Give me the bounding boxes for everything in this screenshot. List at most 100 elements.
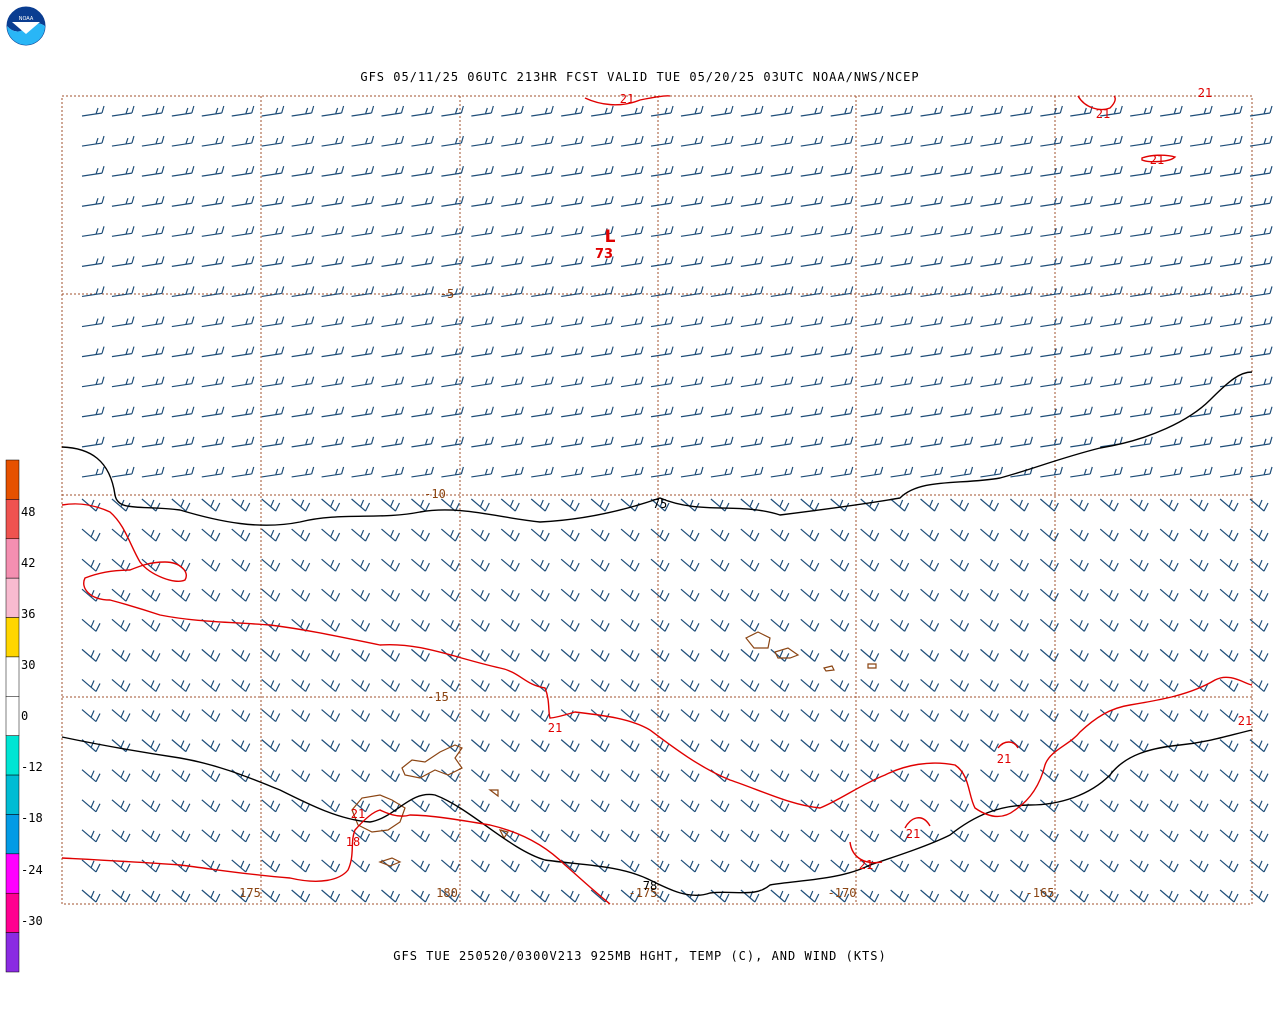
wind-barb xyxy=(591,286,614,298)
wind-barb xyxy=(740,376,764,388)
wind-barb xyxy=(381,466,405,478)
wind-barb xyxy=(650,165,674,177)
wind-barb xyxy=(920,406,944,418)
wind-barb xyxy=(650,679,670,692)
wind-barb xyxy=(261,466,285,478)
wind-barb xyxy=(650,648,670,662)
wind-barb xyxy=(1190,346,1213,358)
wind-barb xyxy=(920,889,940,903)
wind-barb xyxy=(800,105,824,117)
wind-barb xyxy=(171,679,191,692)
coastlines xyxy=(351,631,877,867)
wind-barb xyxy=(591,376,614,388)
wind-barb xyxy=(381,498,401,512)
wind-barb xyxy=(980,679,999,692)
wind-barb xyxy=(381,196,405,207)
wind-barb xyxy=(770,436,794,448)
wind-barb xyxy=(890,859,910,873)
wind-barb xyxy=(561,256,584,267)
wind-barb xyxy=(291,316,315,328)
wind-barb xyxy=(860,376,884,388)
wind-barb xyxy=(740,436,764,448)
wind-barb xyxy=(860,739,880,753)
wind-barb xyxy=(441,256,464,267)
wind-barb xyxy=(141,498,161,512)
wind-barb xyxy=(1070,436,1093,448)
wind-barb xyxy=(141,135,165,147)
wind-barb xyxy=(201,376,225,388)
wind-barb xyxy=(560,648,580,662)
wind-barb xyxy=(980,376,1004,388)
wind-barb xyxy=(81,406,105,418)
wind-barb xyxy=(351,376,375,388)
wind-barb xyxy=(1249,889,1269,903)
wind-barb xyxy=(950,799,970,813)
wind-barb xyxy=(141,769,161,783)
wind-barb xyxy=(1010,376,1033,388)
wind-barb xyxy=(890,889,910,903)
wind-barb xyxy=(440,528,460,542)
wind-barb xyxy=(291,226,315,237)
wind-barb xyxy=(1189,588,1209,602)
wind-barb xyxy=(950,739,970,753)
wind-barb xyxy=(560,829,580,843)
wind-barb xyxy=(1069,829,1089,843)
colorbar-band xyxy=(5,538,20,579)
wind-barb xyxy=(141,889,161,903)
wind-barb xyxy=(530,889,550,903)
wind-barb xyxy=(1159,709,1179,722)
wind-barb xyxy=(171,376,195,388)
wind-barb xyxy=(620,889,640,903)
wind-barb xyxy=(1129,739,1149,753)
wind-barb xyxy=(890,165,914,177)
wind-barb xyxy=(500,889,520,903)
wind-barb xyxy=(111,679,131,692)
low-pressure-symbol: L xyxy=(605,227,616,247)
wind-barb xyxy=(920,466,944,478)
wind-barb xyxy=(590,769,610,783)
wind-barb xyxy=(321,648,341,662)
wind-barb xyxy=(950,135,974,147)
wind-barb xyxy=(1039,558,1059,572)
wind-barb xyxy=(980,135,1004,147)
wind-barb xyxy=(800,679,820,692)
wind-barb xyxy=(201,528,221,542)
wind-barb xyxy=(530,648,550,662)
colorbar-band xyxy=(5,617,20,658)
wind-barb xyxy=(620,859,640,873)
wind-barb xyxy=(1010,769,1029,783)
wind-barb xyxy=(980,588,999,602)
wind-barb xyxy=(411,679,430,692)
wind-barb xyxy=(710,135,734,147)
wind-barb xyxy=(1159,618,1179,632)
wind-barb xyxy=(201,135,225,147)
wind-barb xyxy=(141,105,165,117)
wind-barb xyxy=(381,105,405,117)
wind-barb xyxy=(770,135,794,147)
wind-barb xyxy=(860,498,880,512)
wind-barb xyxy=(1219,196,1243,207)
wind-barb xyxy=(1160,316,1183,328)
wind-barb xyxy=(1010,739,1029,753)
wind-barb xyxy=(1040,196,1063,207)
wind-barb xyxy=(980,436,1004,448)
wind-barb xyxy=(411,648,430,662)
wind-barb xyxy=(81,528,101,542)
wind-barb xyxy=(351,436,375,448)
wind-barb xyxy=(770,165,794,177)
wind-barb xyxy=(1249,528,1269,542)
wind-barb xyxy=(710,316,734,328)
wind-barb xyxy=(261,829,281,843)
wind-barb xyxy=(291,256,315,267)
wind-barb xyxy=(321,165,345,177)
longitude-label: -165 xyxy=(1026,886,1055,900)
wind-barb xyxy=(620,829,640,843)
wind-barb xyxy=(1219,376,1243,388)
wind-barb xyxy=(770,286,794,298)
wind-barb xyxy=(800,135,824,147)
colorbar-label: -30 xyxy=(21,914,43,928)
wind-barb xyxy=(800,376,824,388)
wind-barb xyxy=(920,859,940,873)
wind-barb xyxy=(1039,829,1059,843)
wind-barb xyxy=(830,528,850,542)
